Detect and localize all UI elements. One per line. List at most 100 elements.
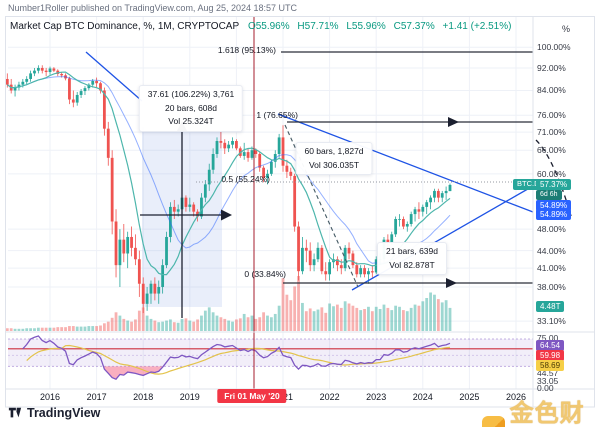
- candle-body: [343, 247, 347, 269]
- volume-bar: [258, 317, 262, 331]
- fib-arrowhead: [448, 117, 459, 127]
- volume-bar: [64, 327, 67, 331]
- candle-body: [328, 262, 332, 275]
- candle-body: [413, 209, 417, 215]
- candle-body: [172, 206, 176, 212]
- candle-body: [122, 239, 126, 254]
- candle-body: [277, 137, 281, 155]
- tradingview-logo[interactable]: TradingView: [8, 406, 100, 420]
- volume-bar: [332, 306, 335, 331]
- volume-bar: [285, 294, 289, 331]
- volume-bar: [374, 306, 378, 331]
- volume-bar: [168, 319, 172, 331]
- candle-body: [219, 141, 223, 143]
- volume-bar: [429, 292, 432, 331]
- volume-bar: [40, 327, 44, 331]
- candle-body: [200, 197, 203, 217]
- candle-body: [110, 157, 114, 222]
- candle-body: [48, 68, 52, 73]
- volume-bar: [91, 326, 95, 331]
- candle-body: [165, 236, 168, 266]
- volume-bar: [304, 311, 308, 331]
- candle-body: [351, 253, 355, 266]
- fib-arrowhead: [446, 278, 457, 288]
- tradingview-logo-text: TradingView: [27, 406, 101, 420]
- candle-body: [429, 197, 432, 203]
- volume-bar: [114, 312, 118, 331]
- volume-bar: [118, 315, 122, 331]
- volume-bar: [68, 326, 71, 331]
- publish-info: Number1Roller published on TradingView.c…: [8, 3, 298, 13]
- candle-body: [235, 141, 238, 149]
- candle-body: [211, 154, 215, 170]
- candle-body: [378, 259, 382, 261]
- volume-bar: [382, 304, 386, 331]
- volume-bar: [359, 310, 363, 331]
- volume-bar: [448, 307, 452, 331]
- candle-body: [421, 206, 425, 212]
- candle-body: [293, 175, 297, 227]
- volume-bar: [370, 311, 374, 331]
- trendline: [277, 113, 534, 213]
- volume-bar: [207, 307, 211, 331]
- candle-body: [157, 286, 161, 294]
- candle-body: [281, 137, 285, 166]
- candle-body: [242, 152, 246, 156]
- candle-body: [75, 94, 79, 103]
- volume-bar: [269, 317, 273, 331]
- volume-bar: [87, 326, 91, 331]
- candle-body: [5, 78, 9, 85]
- candle-body: [145, 293, 149, 304]
- watermark: 金色财经: [482, 393, 600, 427]
- volume-bar: [262, 312, 265, 331]
- candle-body: [266, 173, 269, 178]
- volume-bar: [235, 319, 238, 331]
- volume-bar: [425, 298, 429, 331]
- candle-body: [308, 250, 312, 266]
- candle-body: [367, 271, 370, 275]
- candle-body: [40, 67, 44, 71]
- volume-bar: [141, 307, 145, 331]
- candle-body: [285, 165, 289, 172]
- candle-body: [258, 154, 262, 168]
- candle-body: [436, 190, 440, 198]
- candle-body: [79, 91, 83, 95]
- volume-bar: [347, 303, 351, 331]
- volume-bar: [79, 326, 83, 331]
- volume-bar: [378, 309, 382, 331]
- candle-body: [130, 236, 133, 248]
- volume-bar: [106, 321, 110, 331]
- volume-bar: [180, 318, 184, 331]
- candle-body: [141, 283, 145, 304]
- candle-body: [409, 214, 413, 224]
- candle-body: [52, 68, 56, 71]
- candle-body: [114, 221, 118, 266]
- volume-bar: [21, 328, 25, 331]
- candle-body: [25, 78, 29, 82]
- volume-bar: [444, 300, 448, 331]
- candle-body: [99, 83, 102, 91]
- volume-bar: [351, 305, 355, 331]
- volume-bar: [281, 278, 285, 331]
- volume-bar: [409, 307, 413, 331]
- tradingview-mark-icon: [8, 407, 22, 418]
- candle-body: [390, 234, 394, 243]
- volume-bar: [436, 299, 440, 331]
- volume-bar: [401, 310, 405, 331]
- candle-body: [71, 99, 75, 103]
- candle-body: [83, 88, 87, 92]
- candle-body: [433, 190, 436, 198]
- volume-bar: [219, 317, 223, 331]
- trendline: [85, 51, 143, 102]
- watermark-text: 金色财经: [509, 400, 585, 427]
- candle-body: [215, 141, 219, 155]
- volume-bar: [95, 326, 99, 331]
- volume-bar: [36, 327, 40, 331]
- candle-body: [254, 150, 258, 155]
- volume-bar: [417, 305, 421, 331]
- horizontal-arrowhead: [221, 209, 232, 221]
- volume-bar: [192, 321, 196, 331]
- candle-body: [153, 283, 157, 294]
- candle-body: [401, 218, 405, 227]
